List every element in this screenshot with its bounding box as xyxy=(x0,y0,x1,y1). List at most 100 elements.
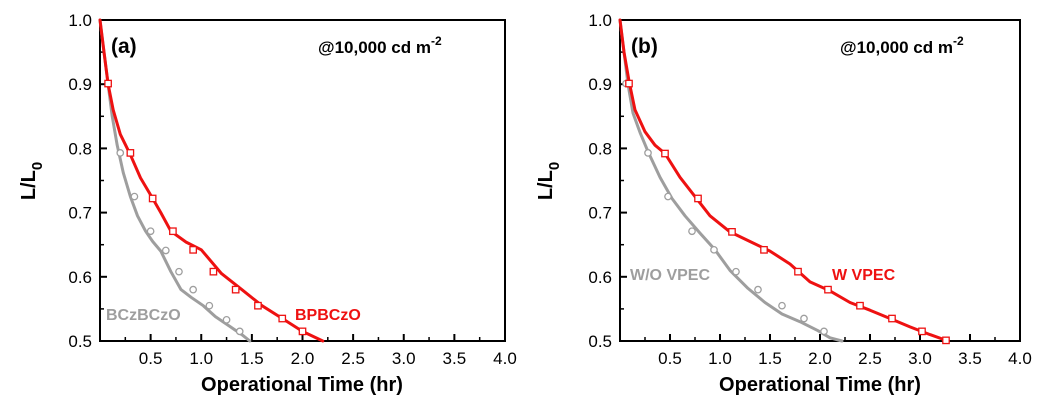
y-axis-title-subscript: 0 xyxy=(546,162,563,170)
plot-frame xyxy=(619,19,1021,342)
series-label-bpbczo: BPBCzO xyxy=(295,307,361,324)
x-axis-title: Operational Time (hr) xyxy=(201,374,403,396)
x-tick-labels: 0.5 1.0 1.5 2.0 2.5 3.0 3.5 4.0 xyxy=(658,349,1032,368)
data-point-bczbczo xyxy=(205,301,214,310)
axis-ticks xyxy=(620,19,1021,342)
series-line-w-vpec xyxy=(618,18,950,343)
data-point-w-vpec xyxy=(942,336,950,345)
y-tick-labels: 0.5 0.6 0.7 0.8 0.9 1.0 xyxy=(68,11,92,351)
annotation-text: @10,000 cd m xyxy=(840,38,953,57)
y-axis-title: L/L0 xyxy=(535,162,563,200)
y-tick-label: 0.9 xyxy=(68,75,92,94)
data-point-w-vpec xyxy=(918,327,926,336)
series-group xyxy=(618,18,950,345)
series-label-wo-vpec: W/O VPEC xyxy=(630,267,710,284)
x-tick-label: 1.0 xyxy=(708,349,732,368)
data-point-bczbczo xyxy=(189,285,197,294)
data-point-w-o-vpec xyxy=(688,227,696,236)
data-point-bpbczo xyxy=(298,327,307,336)
y-axis-title-main: L/L xyxy=(18,170,40,200)
data-point-bpbczo xyxy=(148,194,157,203)
data-point-bpbczo xyxy=(278,314,287,323)
data-point-w-o-vpec xyxy=(820,327,828,336)
annotation-superscript: -2 xyxy=(431,34,442,48)
luminance-annotation: @10,000 cd m-2 xyxy=(318,34,442,57)
panel-b-chart: 0.5 0.6 0.7 0.8 0.9 1.0 0.5 1.0 1.5 2.0 2.5 3.0 3.5… xyxy=(535,11,1032,396)
data-point-w-vpec xyxy=(760,245,768,254)
data-point-w-o-vpec xyxy=(800,314,808,323)
data-point-bczbczo xyxy=(161,246,170,255)
x-tick-label: 0.5 xyxy=(658,349,682,368)
plot-frame xyxy=(99,19,506,342)
data-point-w-o-vpec xyxy=(664,192,672,201)
data-point-w-vpec xyxy=(625,79,633,88)
data-point-bpbczo xyxy=(209,267,218,276)
y-axis-title: L/L0 xyxy=(18,162,46,200)
y-tick-label: 0.8 xyxy=(68,139,92,158)
data-point-bpbczo xyxy=(254,301,262,310)
data-point-bpbczo xyxy=(231,285,240,294)
data-point-w-vpec xyxy=(728,228,736,236)
y-tick-label: 0.5 xyxy=(588,332,612,351)
data-point-w-vpec xyxy=(888,314,896,323)
series-line-w-o-vpec xyxy=(618,18,844,343)
data-point-w-o-vpec xyxy=(732,267,740,276)
x-tick-label: 3.5 xyxy=(958,349,982,368)
data-point-w-o-vpec xyxy=(644,149,652,157)
x-tick-label: 1.5 xyxy=(758,349,782,368)
data-point-bpbczo xyxy=(169,227,177,236)
data-point-bpbczo xyxy=(126,149,135,157)
data-point-w-o-vpec xyxy=(778,301,786,310)
data-point-bpbczo xyxy=(104,79,112,88)
x-tick-label: 2.5 xyxy=(341,349,365,368)
x-tick-label: 1.0 xyxy=(189,349,213,368)
x-axis-title: Operational Time (hr) xyxy=(719,374,921,396)
x-tick-label: 4.0 xyxy=(1008,349,1032,368)
x-tick-label: 4.0 xyxy=(493,349,517,368)
data-point-w-vpec xyxy=(824,285,832,294)
data-point-bczbczo xyxy=(175,267,183,276)
y-tick-label: 0.7 xyxy=(68,204,92,223)
x-tick-label: 3.5 xyxy=(443,349,467,368)
x-tick-labels: 0.5 1.0 1.5 2.0 2.5 3.0 3.5 4.0 xyxy=(139,349,517,368)
y-tick-label: 0.6 xyxy=(588,268,612,287)
y-tick-label: 0.7 xyxy=(588,204,612,223)
axis-ticks xyxy=(100,19,506,342)
y-tick-labels: 0.5 0.6 0.7 0.8 0.9 1.0 xyxy=(588,11,612,351)
y-axis-title-main: L/L xyxy=(535,170,557,200)
y-tick-label: 0.6 xyxy=(68,268,92,287)
x-tick-label: 3.0 xyxy=(908,349,932,368)
data-point-w-vpec xyxy=(661,149,669,158)
x-tick-label: 0.5 xyxy=(139,349,163,368)
luminance-annotation: @10,000 cd m-2 xyxy=(840,34,964,57)
x-tick-label: 2.0 xyxy=(808,349,832,368)
series-line-bpbczo xyxy=(98,18,325,343)
y-tick-label: 1.0 xyxy=(588,11,612,30)
x-tick-label: 1.5 xyxy=(240,349,264,368)
y-tick-label: 0.8 xyxy=(588,139,612,158)
series-label-bczbczo: BCzBCzO xyxy=(106,307,181,324)
data-point-w-vpec xyxy=(794,267,802,276)
y-tick-label: 0.5 xyxy=(68,332,92,351)
x-tick-label: 2.5 xyxy=(858,349,882,368)
x-tick-label: 2.0 xyxy=(291,349,315,368)
series-group xyxy=(98,18,325,343)
data-point-bczbczo xyxy=(235,327,244,336)
x-tick-label: 3.0 xyxy=(392,349,416,368)
panel-label: (b) xyxy=(631,35,658,58)
y-tick-label: 1.0 xyxy=(68,11,92,30)
series-line-bczbczo xyxy=(98,18,252,343)
data-point-w-vpec xyxy=(856,301,864,310)
data-point-bczbczo xyxy=(222,315,231,324)
panel-label: (a) xyxy=(111,35,137,58)
annotation-text: @10,000 cd m xyxy=(318,38,431,57)
annotation-superscript: -2 xyxy=(953,34,964,48)
data-point-bpbczo xyxy=(189,245,197,254)
data-point-w-o-vpec xyxy=(710,245,718,254)
y-tick-label: 0.9 xyxy=(588,75,612,94)
data-point-bczbczo xyxy=(146,227,155,236)
panel-a-chart: 0.5 0.6 0.7 0.8 0.9 1.0 0.5 1.0 1.5 2.0 2.5 3.0 3.5… xyxy=(18,11,517,396)
data-point-bczbczo xyxy=(130,192,139,201)
series-label-w-vpec: W VPEC xyxy=(832,267,896,284)
